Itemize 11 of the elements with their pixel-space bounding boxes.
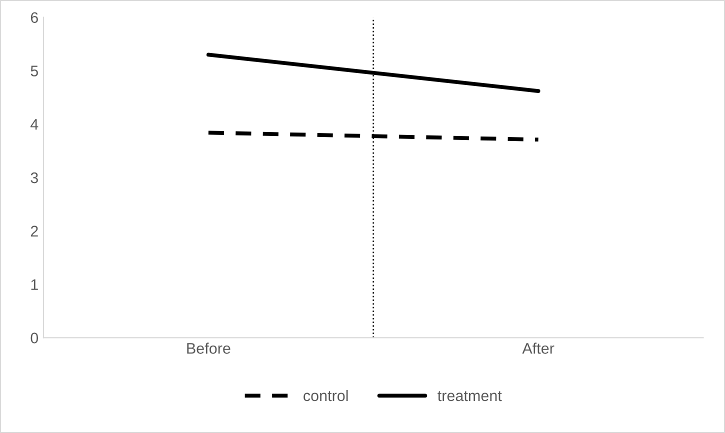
y-tick-label: 2 <box>30 226 38 236</box>
y-tick-label: 6 <box>30 12 38 24</box>
legend-label: control <box>304 390 348 402</box>
y-tick-label: 1 <box>31 279 38 290</box>
y-tick-label: 4 <box>30 119 38 130</box>
x-tick-label: Before <box>187 342 230 354</box>
legend-label: treatment <box>438 391 502 402</box>
x-tick-label: After <box>522 342 554 354</box>
y-tick-label: 3 <box>30 172 38 184</box>
y-tick-label: 0 <box>30 332 38 344</box>
y-tick-label: 5 <box>30 66 38 76</box>
